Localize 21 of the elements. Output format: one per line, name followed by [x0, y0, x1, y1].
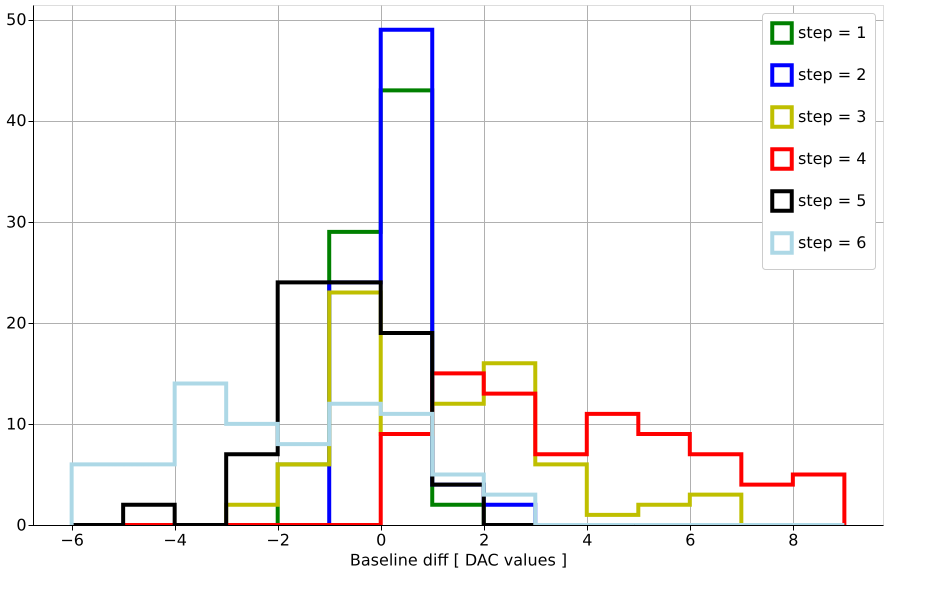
legend-label: step = 1: [798, 23, 866, 42]
y-tick-label: 10: [6, 414, 26, 434]
x-tick-label: 6: [685, 530, 696, 550]
y-tick-label: 0: [16, 516, 26, 534]
y-tick-label: 40: [6, 111, 26, 130]
x-tick-label: 0: [376, 530, 386, 550]
legend-label: step = 6: [798, 233, 866, 252]
y-tick-label: 50: [6, 10, 26, 30]
legend-label: step = 4: [798, 149, 866, 168]
y-tick-label: 30: [6, 212, 26, 232]
x-tick-label: 4: [582, 530, 592, 550]
x-axis-title: Baseline diff [ DAC values ]: [350, 550, 568, 570]
x-tick-label: −4: [163, 530, 187, 550]
x-tick-label: 2: [479, 530, 490, 550]
x-tick-label: 8: [788, 530, 798, 550]
x-tick-label: −6: [60, 530, 84, 550]
x-tick-label: −2: [266, 530, 290, 550]
legend-label: step = 2: [798, 65, 866, 84]
legend-label: step = 5: [798, 191, 866, 210]
legend-label: step = 3: [798, 107, 866, 126]
y-tick-label: 20: [6, 313, 26, 332]
